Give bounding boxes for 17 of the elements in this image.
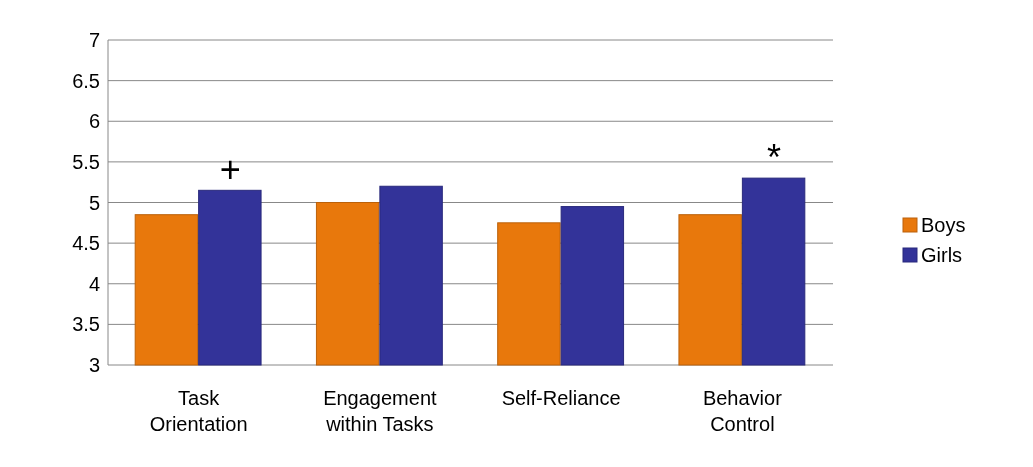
y-tick-label: 3 xyxy=(88,354,100,376)
x-tick-label: Engagement within Tasks xyxy=(323,387,438,435)
annotation: * xyxy=(767,137,782,179)
x-tick-label: Task Orientation xyxy=(149,387,248,435)
y-tick-label: 4 xyxy=(88,272,100,295)
x-tick-label: Self-Reliance xyxy=(501,387,621,409)
y-tick-label: 3.5 xyxy=(72,313,100,336)
y-tick-label: 5.5 xyxy=(72,150,100,173)
legend-label: Girls xyxy=(921,244,963,266)
y-tick-label: 7 xyxy=(88,29,100,51)
y-tick-label: 4.5 xyxy=(72,232,100,255)
x-tick-label: Behavior Control xyxy=(702,387,783,435)
legend-label: Boys xyxy=(921,214,966,236)
y-tick-label: 6 xyxy=(88,110,100,133)
annotation: + xyxy=(219,149,241,191)
y-tick-label: 6.5 xyxy=(72,69,100,92)
y-tick-label: 5 xyxy=(88,191,100,214)
